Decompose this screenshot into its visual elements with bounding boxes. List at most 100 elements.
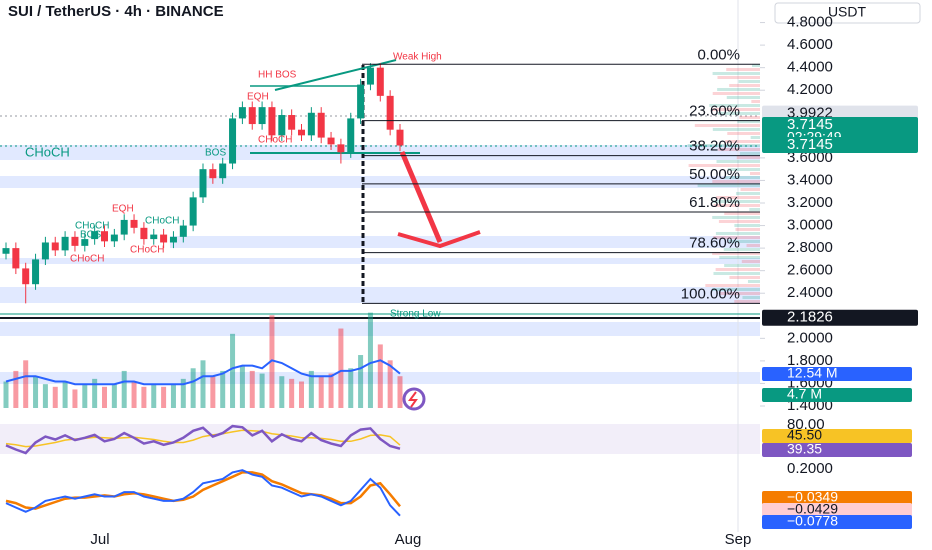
candle-body [81, 239, 89, 246]
volume-profile [718, 148, 760, 151]
volume-profile [751, 100, 760, 103]
volume-profile [727, 132, 760, 135]
candle-body [278, 115, 286, 136]
volume-profile [712, 288, 760, 291]
volume-profile [719, 292, 760, 295]
volume-profile [713, 272, 760, 275]
y-tick-label: 3.0000 [787, 217, 833, 234]
fib-label: 100.00% [681, 285, 740, 302]
volume-bar [367, 312, 373, 408]
volume-bar [269, 315, 275, 408]
indicator-tag [762, 367, 912, 381]
volume-bar [249, 370, 255, 408]
annotation: CHoCH [130, 245, 164, 256]
volume-profile [713, 236, 760, 239]
volume-profile [749, 172, 760, 175]
annotation: EQH [112, 204, 134, 215]
candle-body [179, 225, 187, 237]
volume-profile [749, 208, 760, 211]
indicator-line [5, 359, 401, 386]
volume-bar [338, 328, 344, 408]
volume-profile [726, 96, 760, 99]
volume-bar [52, 386, 58, 408]
price-tag [762, 309, 918, 326]
volume-profile [718, 220, 760, 223]
volume-bar [387, 360, 393, 408]
volume-profile [738, 80, 760, 83]
volume-bar [33, 376, 39, 408]
y-tick-label: 3.6000 [787, 149, 833, 166]
volume-bar [289, 378, 295, 408]
arrow-shaft [399, 151, 443, 243]
arrow-head [397, 230, 481, 249]
candle-body [41, 242, 49, 260]
volume-bar [239, 365, 245, 408]
indicator-tag [762, 388, 912, 402]
volume-bar [377, 344, 383, 408]
y-tick-label: 2.6000 [787, 262, 833, 279]
annotation: CHoCH [145, 216, 179, 227]
annotation: EQH [247, 92, 269, 103]
volume-bar [318, 376, 324, 408]
volume-bar [13, 370, 19, 408]
indicator-tag-label: −0.0429 [787, 501, 838, 517]
zone [170, 236, 760, 248]
price-tag [762, 136, 918, 153]
indicator-tag-label: 45.50 [787, 427, 822, 443]
volume-profile [729, 276, 760, 279]
annotation: BOS [205, 148, 226, 159]
annotation: HH BOS [258, 70, 297, 81]
title: SUI / TetherUS · 4h · BINANCE [8, 3, 224, 20]
candle-body [347, 118, 355, 153]
price-tag-label: 3.7145 [787, 116, 833, 133]
volume-profile [752, 64, 760, 67]
volume-profile [724, 264, 760, 267]
candle-body [307, 112, 315, 136]
indicator-tag [762, 503, 912, 517]
volume-bar [200, 360, 206, 408]
volume-profile [741, 260, 760, 263]
candle-body [140, 227, 148, 240]
volume-profile [740, 188, 760, 191]
candle-body [22, 268, 30, 285]
volume-bar [190, 368, 196, 408]
candle-body [376, 67, 384, 96]
y-tick-label: 2.4000 [787, 284, 833, 301]
volume-bar [151, 384, 157, 408]
price-tag-label: 2.1826 [787, 309, 833, 326]
volume-bar [358, 355, 364, 408]
volume-profile [734, 224, 760, 227]
currency-box[interactable] [774, 2, 921, 24]
volume-profile [717, 76, 760, 79]
volume-bar [62, 381, 68, 408]
logo-bolt [408, 391, 418, 408]
candle-body [110, 234, 118, 242]
volume-bar [170, 384, 176, 408]
volume-profile [715, 232, 760, 235]
volume-profile [712, 216, 760, 219]
indicator-tag [762, 515, 912, 529]
candle-body [298, 129, 305, 136]
indicator-tag-label: 12.54 M [787, 365, 838, 381]
candle-body [386, 95, 394, 130]
volume-profile [746, 244, 760, 247]
volume-profile [712, 252, 760, 255]
volume-profile [709, 104, 760, 107]
volume-profile [727, 168, 760, 171]
indicator-tag [762, 491, 912, 505]
logo [402, 387, 426, 411]
volume-bar [230, 333, 236, 408]
volume-profile [688, 164, 760, 167]
volume-profile [694, 124, 760, 127]
x-tick-label: Aug [395, 531, 422, 548]
volume-bar [3, 381, 9, 408]
volume-bar [299, 381, 304, 408]
volume-profile [717, 112, 760, 115]
volume-bar [111, 384, 117, 408]
candle-body [258, 107, 266, 125]
trendline [274, 59, 397, 91]
fib-label: 23.60% [689, 103, 740, 120]
volume-profile [750, 136, 760, 139]
volume-profile [726, 68, 760, 71]
